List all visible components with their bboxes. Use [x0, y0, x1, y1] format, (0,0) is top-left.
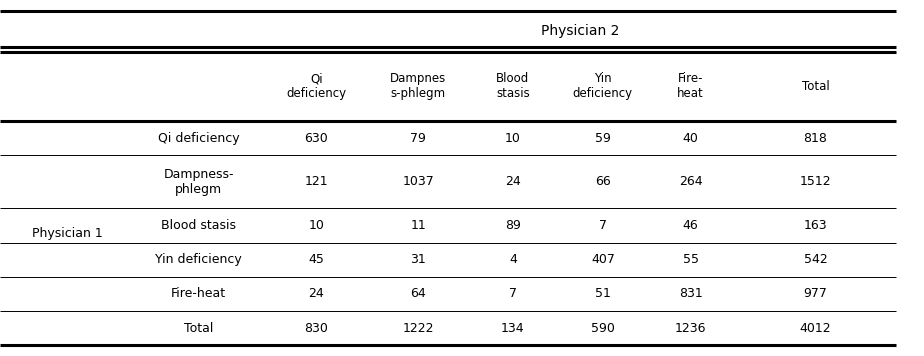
Text: 264: 264 [679, 175, 702, 188]
Text: 24: 24 [505, 175, 521, 188]
Text: 1037: 1037 [402, 175, 434, 188]
Text: 590: 590 [591, 322, 614, 335]
Text: Qi
deficiency: Qi deficiency [286, 72, 346, 100]
Text: 64: 64 [410, 287, 426, 300]
Text: 630: 630 [305, 132, 328, 145]
Text: 4012: 4012 [799, 322, 832, 335]
Text: 31: 31 [410, 253, 426, 266]
Text: Dampness-
phlegm: Dampness- phlegm [164, 168, 234, 196]
Text: Physician 1: Physician 1 [31, 227, 103, 240]
Text: Blood
stasis: Blood stasis [496, 72, 529, 100]
Text: Total: Total [801, 80, 830, 93]
Text: 542: 542 [804, 253, 827, 266]
Text: 55: 55 [683, 253, 699, 266]
Text: 10: 10 [505, 132, 521, 145]
Text: 51: 51 [595, 287, 611, 300]
Text: Physician 2: Physician 2 [541, 24, 619, 38]
Text: Dampnes
s-phlegm: Dampnes s-phlegm [390, 72, 446, 100]
Text: 7: 7 [599, 219, 607, 232]
Text: Fire-
heat: Fire- heat [677, 72, 704, 100]
Text: 1222: 1222 [402, 322, 434, 335]
Text: 4: 4 [509, 253, 517, 266]
Text: 407: 407 [591, 253, 614, 266]
Text: 1236: 1236 [675, 322, 707, 335]
Text: 134: 134 [501, 322, 525, 335]
Text: 163: 163 [804, 219, 827, 232]
Text: 89: 89 [505, 219, 521, 232]
Text: 46: 46 [683, 219, 699, 232]
Text: Qi deficiency: Qi deficiency [158, 132, 239, 145]
Text: 830: 830 [305, 322, 328, 335]
Text: Yin deficiency: Yin deficiency [155, 253, 242, 266]
Text: Total: Total [184, 322, 213, 335]
Text: 10: 10 [309, 219, 324, 232]
Text: Fire-heat: Fire-heat [171, 287, 226, 300]
Text: 59: 59 [595, 132, 611, 145]
Text: 121: 121 [305, 175, 328, 188]
Text: 79: 79 [410, 132, 426, 145]
Text: 66: 66 [595, 175, 611, 188]
Text: 24: 24 [309, 287, 324, 300]
Text: 45: 45 [309, 253, 324, 266]
Text: 977: 977 [804, 287, 827, 300]
Text: 11: 11 [410, 219, 426, 232]
Text: 7: 7 [509, 287, 517, 300]
Text: 831: 831 [679, 287, 702, 300]
Text: Blood stasis: Blood stasis [161, 219, 237, 232]
Text: 40: 40 [683, 132, 699, 145]
Text: 818: 818 [804, 132, 827, 145]
Text: 1512: 1512 [799, 175, 832, 188]
Text: Yin
deficiency: Yin deficiency [573, 72, 633, 100]
